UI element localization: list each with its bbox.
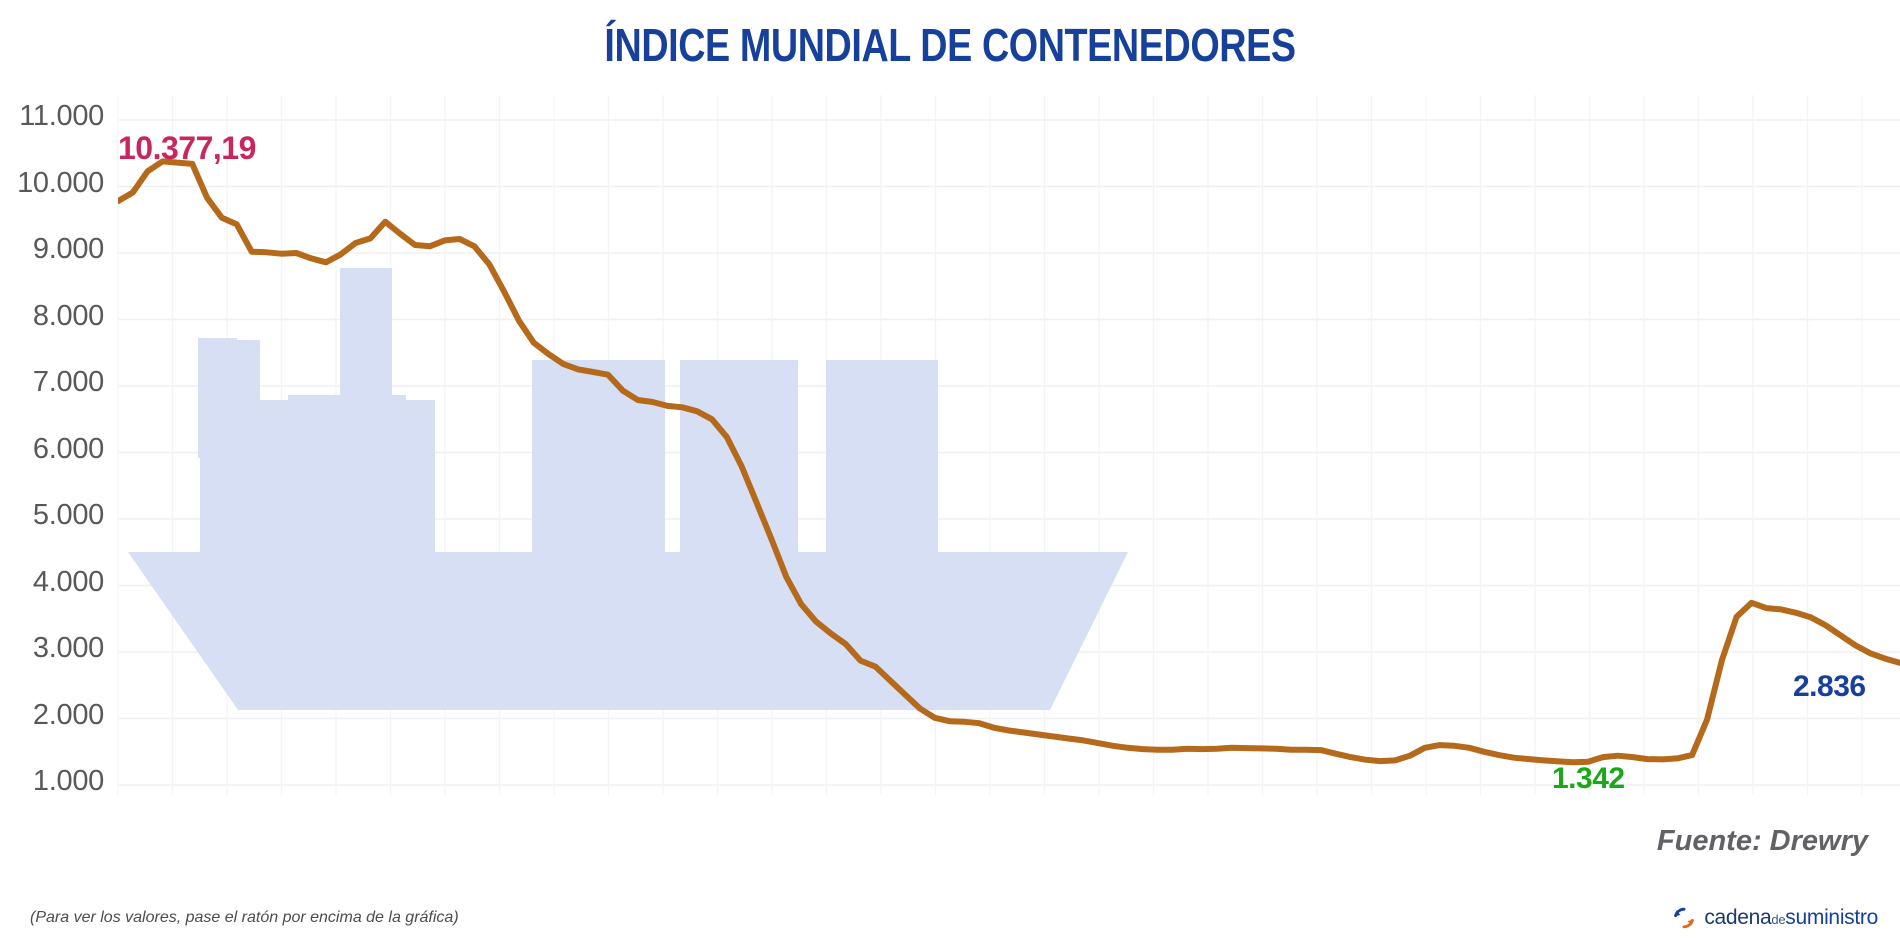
y-tick-10000: 10.000	[17, 166, 104, 199]
brand-text: cadenadesuministro	[1704, 906, 1878, 930]
max-value-annotation: 10.377,19	[118, 130, 256, 166]
brand-suministro: suministro	[1785, 906, 1878, 929]
y-tick-6000: 6.000	[32, 432, 104, 465]
hover-hint: (Para ver los valores, pase el ratón por…	[30, 909, 459, 926]
brand-logo[interactable]: cadenadesuministro	[1672, 906, 1878, 930]
y-tick-4000: 4.000	[32, 565, 104, 598]
y-tick-7000: 7.000	[32, 366, 104, 398]
y-tick-9000: 9.000	[32, 233, 104, 265]
brand-cadena: cadena	[1704, 906, 1772, 929]
last-value-annotation: 2.836	[1793, 670, 1866, 703]
source-note: Fuente: Drewry	[1656, 825, 1868, 857]
brand-de: de	[1771, 912, 1786, 927]
page-title: ÍNDICE MUNDIAL DE CONTENEDORES	[604, 19, 1296, 71]
y-tick-3000: 3.000	[32, 632, 104, 664]
min-value-annotation: 1.342	[1552, 762, 1625, 795]
y-tick-5000: 5.000	[32, 499, 104, 531]
y-tick-8000: 8.000	[32, 299, 104, 332]
circular-arrow-icon	[1674, 907, 1695, 929]
y-tick-11000: 11.000	[19, 100, 104, 132]
y-tick-1000: 1.000	[32, 765, 104, 797]
y-tick-2000: 2.000	[32, 698, 104, 731]
series-line[interactable]	[118, 158, 1900, 766]
